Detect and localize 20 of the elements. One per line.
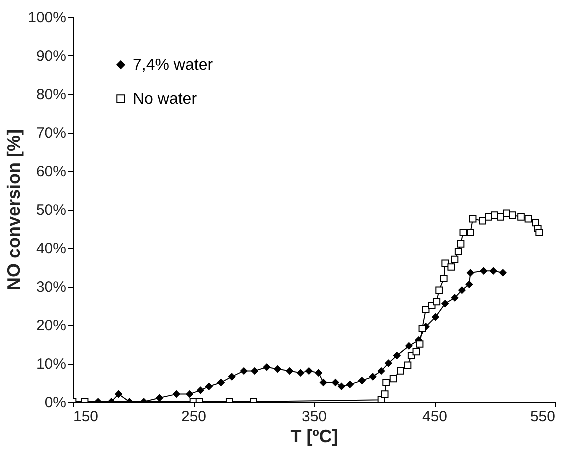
y-tick-label: 50% — [36, 202, 66, 219]
legend-label: No water — [133, 91, 198, 108]
y-tick-label: 10% — [36, 356, 66, 373]
x-tick-label: 350 — [302, 408, 328, 426]
x-axis-title: T [ºC] — [290, 426, 338, 446]
x-tick-label: 450 — [422, 408, 448, 426]
y-tick-label: 20% — [36, 318, 66, 334]
x-tick-label: 250 — [181, 408, 207, 426]
y-tick-label: 0% — [44, 394, 66, 412]
y-tick-label: 40% — [36, 240, 66, 258]
x-tick-label: 550 — [530, 408, 556, 426]
y-tick-label: 80% — [36, 86, 66, 104]
x-tick-label: 150 — [74, 408, 99, 426]
legend-label: 7,4% water — [133, 57, 214, 74]
y-axis-title: NO conversion [%] — [4, 129, 24, 291]
y-tick-label: 70% — [36, 125, 66, 142]
y-tick-label: 90% — [36, 48, 66, 65]
y-tick-label: 60% — [36, 164, 66, 180]
y-tick-label: 100% — [28, 10, 66, 26]
y-tick-label: 30% — [36, 279, 66, 296]
